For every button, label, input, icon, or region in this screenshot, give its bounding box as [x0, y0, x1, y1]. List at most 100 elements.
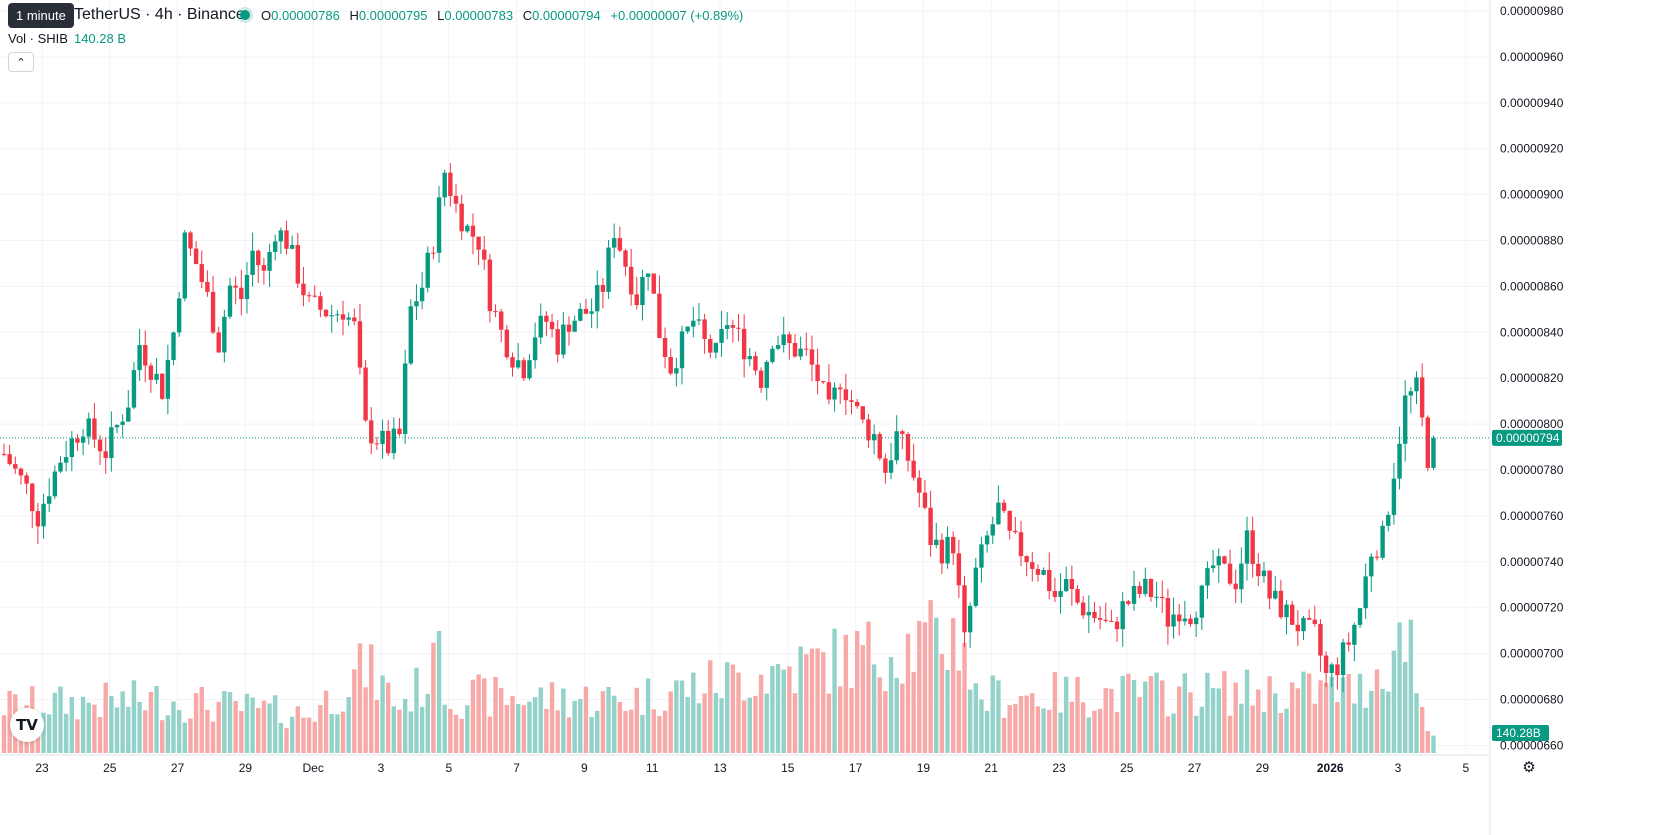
volume-bar	[1250, 705, 1255, 753]
candle-body	[600, 285, 606, 292]
time-tick-label: 11	[646, 761, 659, 775]
candle-body	[781, 334, 786, 346]
gear-icon[interactable]: ⚙	[1522, 759, 1536, 776]
candle-body	[566, 324, 572, 332]
candle-body	[787, 334, 792, 343]
volume-bar	[487, 716, 493, 753]
time-tick-label: 9	[581, 761, 588, 775]
volume-bar	[476, 674, 481, 753]
volume-bar	[747, 697, 752, 753]
candle-body	[1397, 443, 1402, 479]
volume-bar	[261, 700, 267, 753]
high-label: H	[349, 8, 359, 23]
candle-body	[1177, 614, 1182, 622]
volume-bar	[1261, 712, 1267, 753]
time-axis[interactable]: 23 25 27 29 Dec 3 5 7 9 11 13 15 17 19 21 23 25 27 29 2026 3…	[0, 754, 1490, 775]
candle-body	[674, 368, 679, 374]
volume-bar	[838, 686, 843, 753]
volume-bar	[973, 683, 978, 753]
volume-bar	[1352, 703, 1357, 753]
volume-bar	[753, 695, 758, 753]
candle-body	[41, 503, 46, 527]
price-axis[interactable]: 0.00000980 0.00000960 0.00000940 0.00000920…	[1489, 0, 1564, 835]
candle-body	[154, 373, 159, 380]
volume-bar	[578, 698, 583, 753]
candle-body	[1007, 510, 1012, 531]
volume-bar	[589, 717, 594, 753]
volume-bar	[165, 715, 171, 753]
volume-bar	[668, 691, 673, 753]
candle-body	[510, 357, 515, 368]
candle-body	[1069, 578, 1075, 589]
symbol-title[interactable]: TetherUS · 4h · Binance	[74, 6, 245, 23]
volume-bar	[1, 715, 7, 753]
volume-bar	[114, 707, 120, 753]
volume-bar	[843, 634, 849, 753]
candle-body	[482, 249, 487, 260]
volume-bar	[877, 677, 882, 753]
volume-bar	[544, 708, 549, 753]
candle-body	[888, 460, 894, 473]
candle-body	[595, 285, 600, 312]
candle-body	[278, 230, 284, 242]
volume-bar	[1007, 705, 1012, 753]
volume-bar	[1080, 702, 1086, 753]
volume-bar	[736, 672, 741, 753]
candle-body	[188, 232, 193, 249]
volume-bar	[928, 600, 933, 753]
candle-body	[589, 311, 594, 314]
candle-body	[572, 320, 577, 332]
volume-bar	[1165, 716, 1171, 753]
candle-body	[1295, 624, 1301, 632]
volume-bar	[634, 687, 639, 753]
volume-bar	[741, 700, 747, 753]
candle-body	[1047, 569, 1052, 592]
candle-body	[662, 337, 668, 358]
candle-body	[261, 265, 267, 271]
volume-bar	[905, 633, 911, 753]
price-tick-label: 0.00000820	[1500, 371, 1564, 385]
volume-bar	[131, 680, 137, 753]
time-tick-label: 23	[1052, 761, 1066, 775]
collapse-legend-button[interactable]: ⌃	[8, 52, 34, 72]
candle-body	[984, 535, 990, 545]
tradingview-logo-icon[interactable]: TV	[10, 708, 44, 742]
time-tick-label: 25	[1120, 761, 1134, 775]
volume-bar	[1329, 676, 1334, 753]
candle-body	[996, 502, 1001, 525]
volume-bar	[402, 698, 408, 753]
volume-bar	[1227, 715, 1233, 753]
candle-body	[973, 567, 978, 606]
candle-body	[578, 308, 583, 321]
volume-bar	[1097, 708, 1103, 753]
price-tick-label: 0.00000780	[1500, 463, 1564, 477]
volume-bar	[1335, 701, 1340, 753]
volume-bar	[708, 660, 713, 753]
volume-bar	[239, 711, 244, 753]
candle-body	[1403, 395, 1408, 444]
volume-bar	[47, 714, 52, 753]
volume-bar	[431, 642, 436, 753]
price-tick-label: 0.00000840	[1500, 325, 1564, 339]
candle-body	[1103, 619, 1108, 621]
candle-body	[335, 314, 340, 316]
volume-bar	[86, 702, 91, 753]
candle-body	[109, 427, 114, 458]
volume-bar	[1126, 673, 1131, 753]
volume-bar	[1024, 695, 1029, 753]
volume-bar	[990, 675, 995, 753]
volume-bar	[640, 714, 645, 753]
volume-bar	[442, 704, 447, 753]
candle-body	[1335, 664, 1340, 676]
volume-bar	[1160, 680, 1165, 753]
volume-bar	[250, 697, 255, 753]
volume-bar	[1431, 735, 1436, 753]
volume-bar	[397, 709, 402, 753]
candle-body	[747, 356, 752, 360]
candle-body	[1075, 588, 1080, 603]
volume-bar	[109, 695, 114, 753]
chart-grid	[0, 0, 1490, 755]
candle-body	[685, 326, 690, 332]
candle-body	[679, 331, 685, 369]
